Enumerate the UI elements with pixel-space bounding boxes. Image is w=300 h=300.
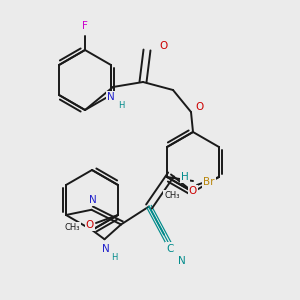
Text: CH₃: CH₃ (164, 190, 180, 200)
Text: O: O (189, 186, 197, 196)
Text: N: N (178, 256, 186, 266)
Text: O: O (86, 220, 94, 230)
Text: O: O (159, 41, 167, 51)
Text: H: H (118, 100, 124, 109)
Text: N: N (107, 92, 115, 102)
Text: H: H (181, 172, 189, 182)
Text: CH₃: CH₃ (64, 223, 80, 232)
Text: C: C (166, 244, 174, 254)
Text: Br: Br (203, 177, 215, 187)
Text: O: O (196, 102, 204, 112)
Text: F: F (82, 21, 88, 31)
Text: N: N (88, 195, 96, 205)
Text: H: H (111, 253, 118, 262)
Text: N: N (102, 244, 110, 254)
